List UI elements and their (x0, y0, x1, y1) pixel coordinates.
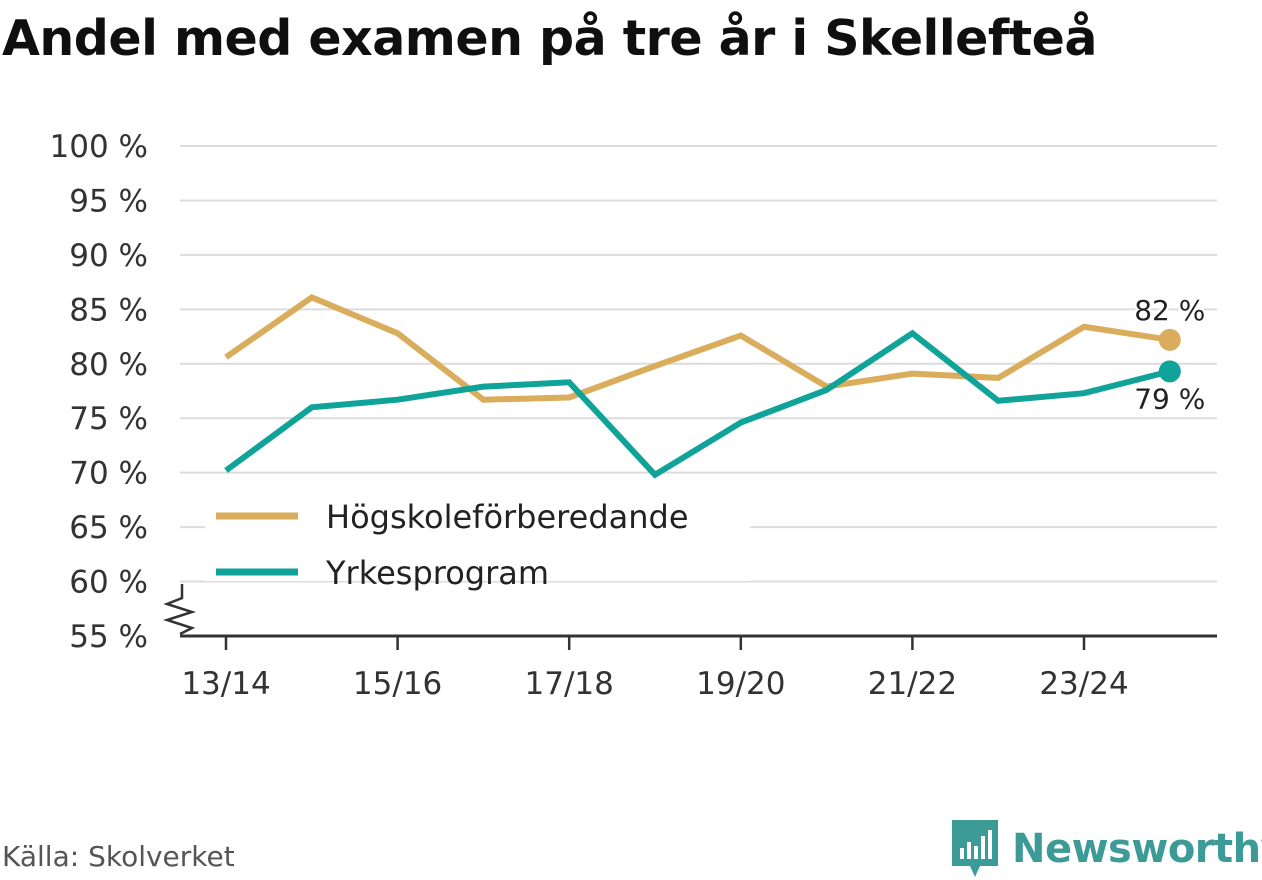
series-end-marker (1158, 328, 1181, 351)
y-tick-label: 75 % (69, 401, 148, 437)
series-lines (224, 293, 1181, 479)
newsworthy-logo-icon (952, 820, 998, 877)
series-end-label: 82 % (1134, 294, 1205, 327)
x-axis-tick-labels: 13/14 15/16 17/18 19/20 21/22 23/24 (181, 666, 1128, 702)
y-tick-label: 70 % (69, 456, 148, 492)
brand-logo[interactable]: Newsworthy (950, 818, 1262, 880)
y-tick-label: 100 % (50, 129, 148, 165)
y-tick-label: 90 % (69, 238, 148, 274)
x-tick-label: 23/24 (1039, 666, 1128, 702)
series-line (224, 293, 1171, 403)
legend-label: Yrkesprogram (325, 554, 549, 592)
x-tick-label: 19/20 (696, 666, 785, 702)
y-tick-label: 65 % (69, 510, 148, 546)
y-tick-label: 85 % (69, 292, 148, 328)
series-end-label: 79 % (1134, 382, 1205, 415)
x-axis (162, 584, 1217, 650)
legend-label: Högskoleförberedande (326, 498, 689, 536)
y-tick-label: 95 % (69, 183, 148, 219)
brand-name: Newsworthy (1012, 826, 1262, 872)
x-tick-label: 21/22 (868, 666, 957, 702)
series-end-marker (1158, 360, 1181, 383)
x-tick-label: 17/18 (525, 666, 614, 702)
y-tick-label: 80 % (69, 347, 148, 383)
y-tick-label: 55 % (69, 619, 148, 655)
x-tick-label: 15/16 (353, 666, 442, 702)
y-axis-break-icon (162, 584, 197, 636)
series-line (224, 329, 1171, 479)
legend-background (205, 491, 750, 581)
x-tick-label: 13/14 (181, 666, 270, 702)
y-axis-tick-labels: 55 % 60 % 65 % 70 % 75 % 80 % 85 % 90 % 95 % 100 … (50, 129, 148, 655)
chart-title: Andel med examen på tre år i Skellefteå (2, 10, 1097, 67)
y-tick-label: 60 % (69, 565, 148, 601)
legend: Högskoleförberedande Yrkesprogram (205, 491, 750, 592)
source-note: Källa: Skolverket (2, 840, 235, 873)
end-labels: 82 % 79 % (1132, 291, 1208, 418)
